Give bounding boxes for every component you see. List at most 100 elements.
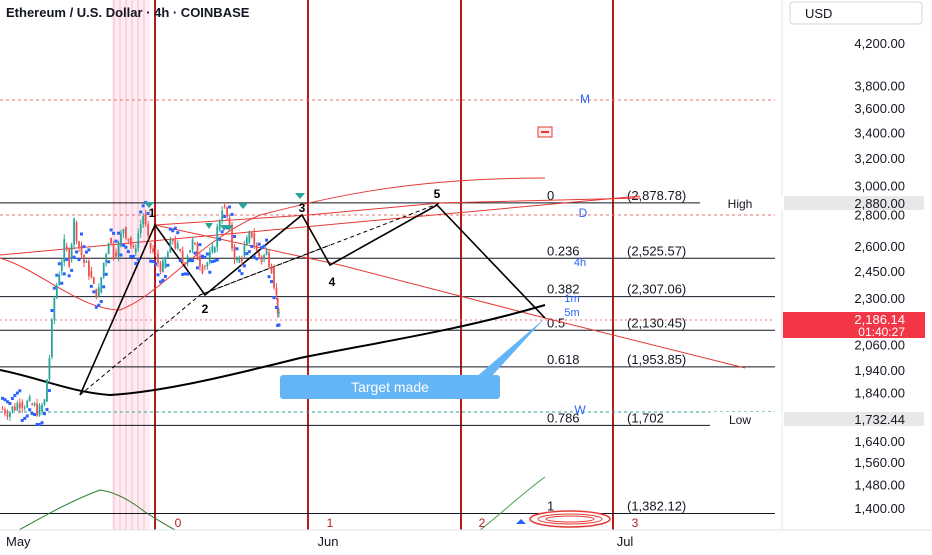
- wave-label-4: 4: [329, 275, 336, 289]
- candle-body: [125, 226, 127, 239]
- sar-dot: [215, 258, 219, 262]
- candle-body: [48, 358, 51, 380]
- candle-body: [41, 404, 43, 412]
- signal-markers: [144, 193, 305, 231]
- sar-dot: [149, 259, 153, 263]
- sar-dot: [131, 254, 135, 258]
- candle-body: [216, 226, 219, 248]
- candle-body: [68, 248, 71, 267]
- candle-body: [181, 251, 184, 264]
- high-value: 2,880.00: [854, 196, 905, 211]
- candle-body: [199, 255, 201, 267]
- sar-dot: [233, 234, 236, 238]
- candle-body: [270, 266, 273, 274]
- candle-body: [58, 275, 61, 286]
- sar-dot: [161, 278, 165, 282]
- candle-body: [139, 224, 142, 234]
- candle-body: [70, 244, 73, 260]
- sar-dot: [255, 257, 259, 261]
- cycle-label-3: 3: [632, 516, 639, 530]
- candle-body: [164, 257, 167, 268]
- sar-dot: [13, 393, 17, 397]
- time-highlight-band: [112, 0, 150, 530]
- candle-body: [122, 228, 125, 234]
- candle-body: [134, 248, 137, 253]
- sar-dot: [67, 274, 71, 278]
- wave-label-5: 5: [434, 187, 441, 201]
- sar-dot: [82, 245, 86, 249]
- price-tick-label: 3,400.00: [854, 125, 905, 140]
- sar-dot: [25, 414, 29, 418]
- cycle-label-1: 1: [327, 516, 334, 530]
- sar-dot: [124, 245, 128, 249]
- event-flags-cluster[interactable]: [516, 510, 611, 528]
- sar-dot: [195, 266, 199, 270]
- candle-body: [18, 403, 21, 409]
- fib-ratio-label: 0.5: [547, 315, 565, 330]
- elliott-wave-zigzag: [79, 203, 546, 396]
- sar-dot: [205, 252, 209, 256]
- current-price-badge: 2,186.14 01:40:27: [783, 312, 925, 339]
- fib-price-label: (2,525.57): [627, 243, 686, 258]
- sar-dot: [178, 258, 182, 262]
- sar-dot: [62, 272, 66, 276]
- wave-3-5-dashed: [199, 202, 441, 296]
- sar-dot: [114, 239, 118, 243]
- currency-box[interactable]: [789, 1, 923, 25]
- chart-title: Ethereum / U.S. Dollar · 4h · COINBASE: [6, 5, 250, 20]
- low-value: 1,732.44: [854, 412, 905, 427]
- candle-body: [63, 239, 66, 262]
- price-tick-label: 2,450.00: [854, 264, 905, 279]
- tf-letter-m: M: [580, 92, 590, 106]
- sar-dot: [158, 280, 162, 284]
- candle-body: [273, 265, 275, 288]
- price-axis-ticks: 4,200.00 3,800.00 3,600.00 3,400.00 3,200.00…: [854, 36, 905, 516]
- candle-body: [115, 252, 117, 257]
- price-tick-label: 1,640.00: [854, 434, 905, 449]
- candle-body: [120, 233, 122, 246]
- oscillator-lines: [0, 476, 546, 541]
- candle-body: [90, 271, 93, 278]
- red-rising-line: [0, 195, 641, 256]
- sar-dot: [176, 231, 180, 235]
- sar-dot: [92, 290, 96, 294]
- sar-dot: [242, 264, 246, 268]
- sar-dot: [121, 243, 125, 247]
- sar-dot: [5, 400, 9, 404]
- candle-body: [1, 408, 4, 410]
- sar-dot: [260, 246, 264, 250]
- sar-dot: [257, 242, 261, 246]
- candle-body: [53, 297, 56, 320]
- sar-dot: [218, 237, 222, 241]
- sar-dot: [129, 255, 133, 259]
- sar-dot: [77, 258, 81, 262]
- sar-dot: [173, 226, 177, 230]
- fib-price-label: (1,702: [627, 410, 664, 425]
- sar-dot: [228, 205, 232, 209]
- candle-body: [218, 220, 221, 231]
- sar-dot: [80, 232, 83, 236]
- sar-dot: [183, 272, 187, 276]
- candle-body: [129, 237, 132, 247]
- candle-body: [50, 319, 53, 358]
- candle-body: [92, 277, 95, 284]
- current-price: 2,186.14: [854, 312, 905, 327]
- sar-dot: [166, 263, 170, 267]
- candle-body: [258, 252, 261, 257]
- candle-body: [245, 237, 248, 246]
- candle-body: [265, 250, 268, 255]
- candle-body: [250, 232, 253, 237]
- price-tick-label: 2,600.00: [854, 239, 905, 254]
- price-tick-label: 2,060.00: [854, 338, 905, 353]
- target-made-callout[interactable]: Target made: [280, 318, 545, 399]
- candle-body: [23, 407, 26, 409]
- candle-body: [186, 256, 189, 264]
- candle-body: [100, 277, 103, 293]
- upper-channel-red: [154, 197, 641, 226]
- candle-body: [107, 243, 110, 255]
- sar-dot: [89, 284, 93, 288]
- candle-body: [55, 285, 58, 298]
- candle-body: [152, 248, 154, 252]
